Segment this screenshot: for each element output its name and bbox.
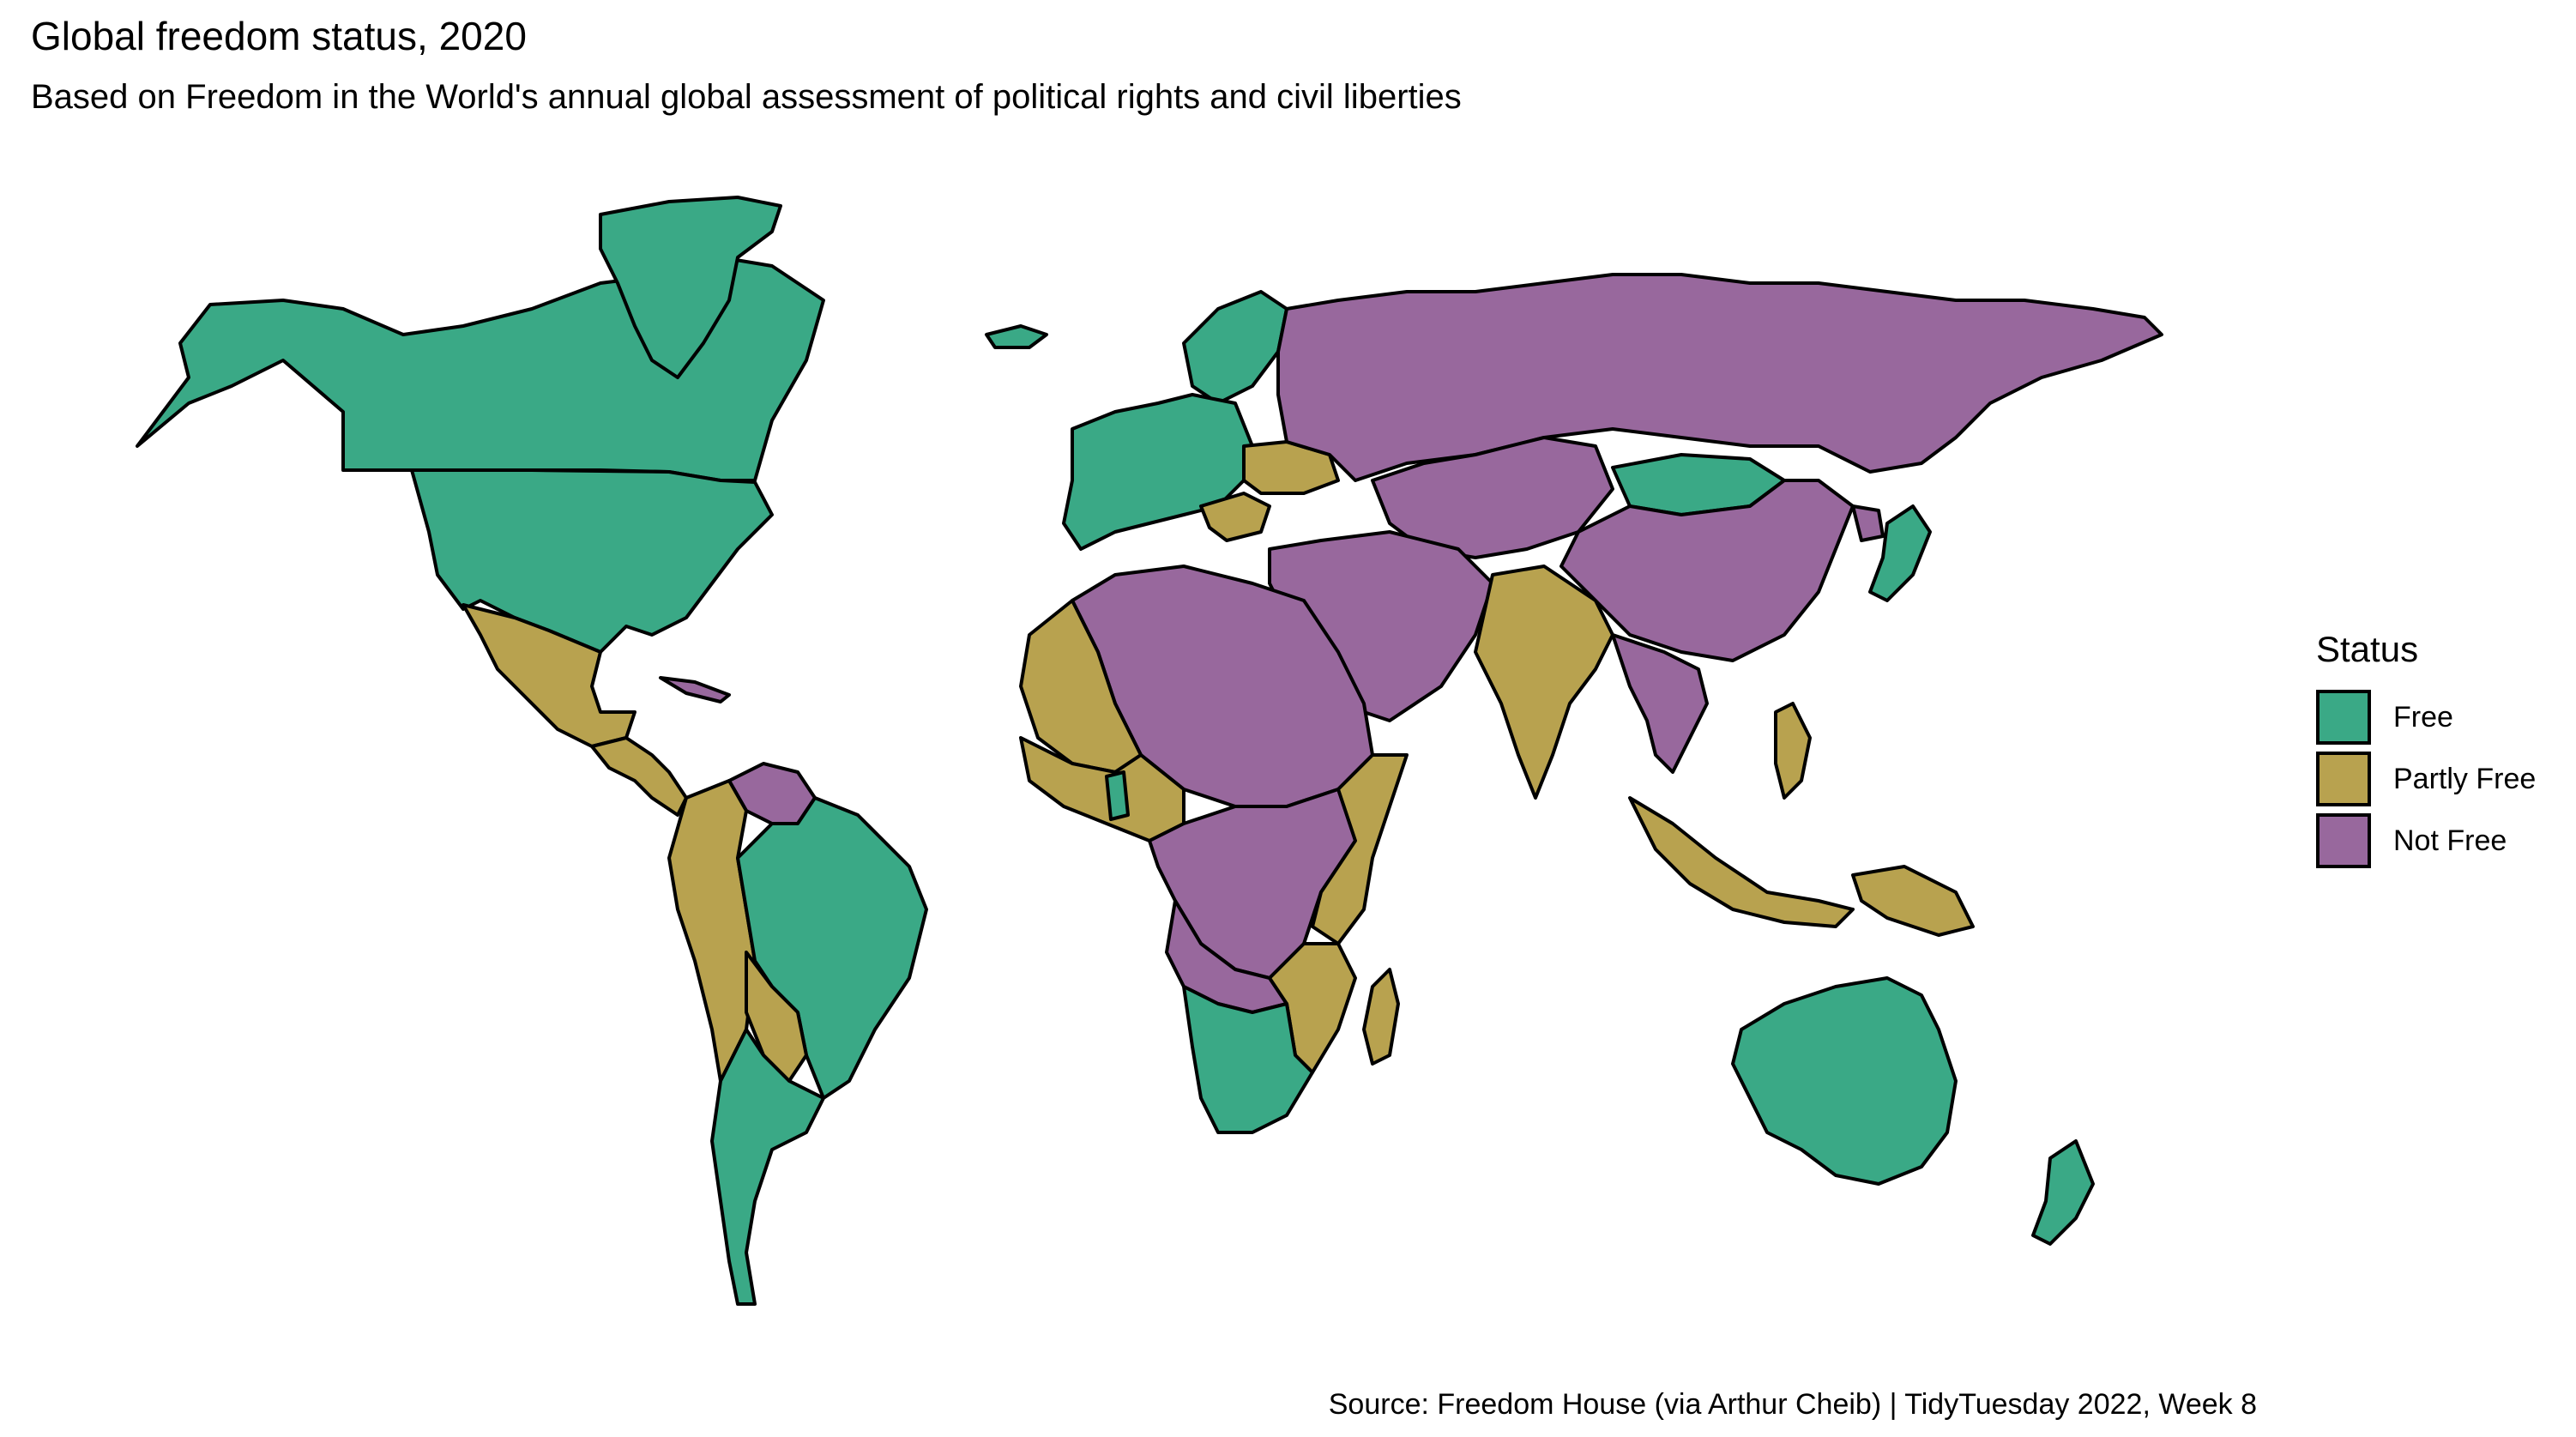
papua-new-guinea <box>1851 865 1975 937</box>
southern-africa <box>1182 985 1314 1134</box>
india <box>1474 565 1614 800</box>
mexico <box>462 603 636 748</box>
central-america <box>590 736 688 817</box>
paraguay <box>745 951 808 1083</box>
legend-title: Status <box>2316 629 2419 669</box>
legend-item-not-free: Not Free <box>2316 810 2536 872</box>
indonesia-malaysia <box>1628 796 1855 928</box>
iceland <box>985 324 1048 349</box>
new-zealand <box>2031 1139 2095 1246</box>
east-africa <box>1311 753 1409 945</box>
russia <box>1276 273 2163 482</box>
korea-north <box>1851 504 1885 542</box>
source-caption: Source: Freedom House (via Arthur Cheib)… <box>1328 1388 2257 1421</box>
china <box>1559 479 1855 662</box>
legend-item-free: Free <box>2316 686 2536 748</box>
southeast-asia <box>1611 633 1709 774</box>
balkans <box>1199 492 1271 542</box>
legend-item-partly-free: Partly Free <box>2316 748 2536 810</box>
legend-key-free <box>2316 690 2371 745</box>
legend-key-partly-free <box>2316 752 2371 806</box>
philippines <box>1774 702 1812 800</box>
madagascar <box>1362 968 1400 1066</box>
greenland <box>599 196 782 379</box>
legend-label-not-free: Not Free <box>2393 824 2507 857</box>
brazil <box>736 796 928 1100</box>
scandinavia <box>1182 290 1288 405</box>
chart-subtitle: Based on Freedom in the World's annual g… <box>31 78 1462 116</box>
legend: Status Free Partly Free Not Free <box>2316 626 2536 872</box>
ghana <box>1105 770 1130 821</box>
usa <box>410 468 774 654</box>
legend-label-partly-free: Partly Free <box>2393 763 2537 795</box>
legend-label-free: Free <box>2393 701 2453 734</box>
legend-key-not-free <box>2316 813 2371 868</box>
australia <box>1731 976 1958 1186</box>
cuba <box>659 676 731 703</box>
chart-title: Global freedom status, 2020 <box>31 14 527 58</box>
southern-cone <box>710 1028 825 1306</box>
japan <box>1868 504 1932 602</box>
